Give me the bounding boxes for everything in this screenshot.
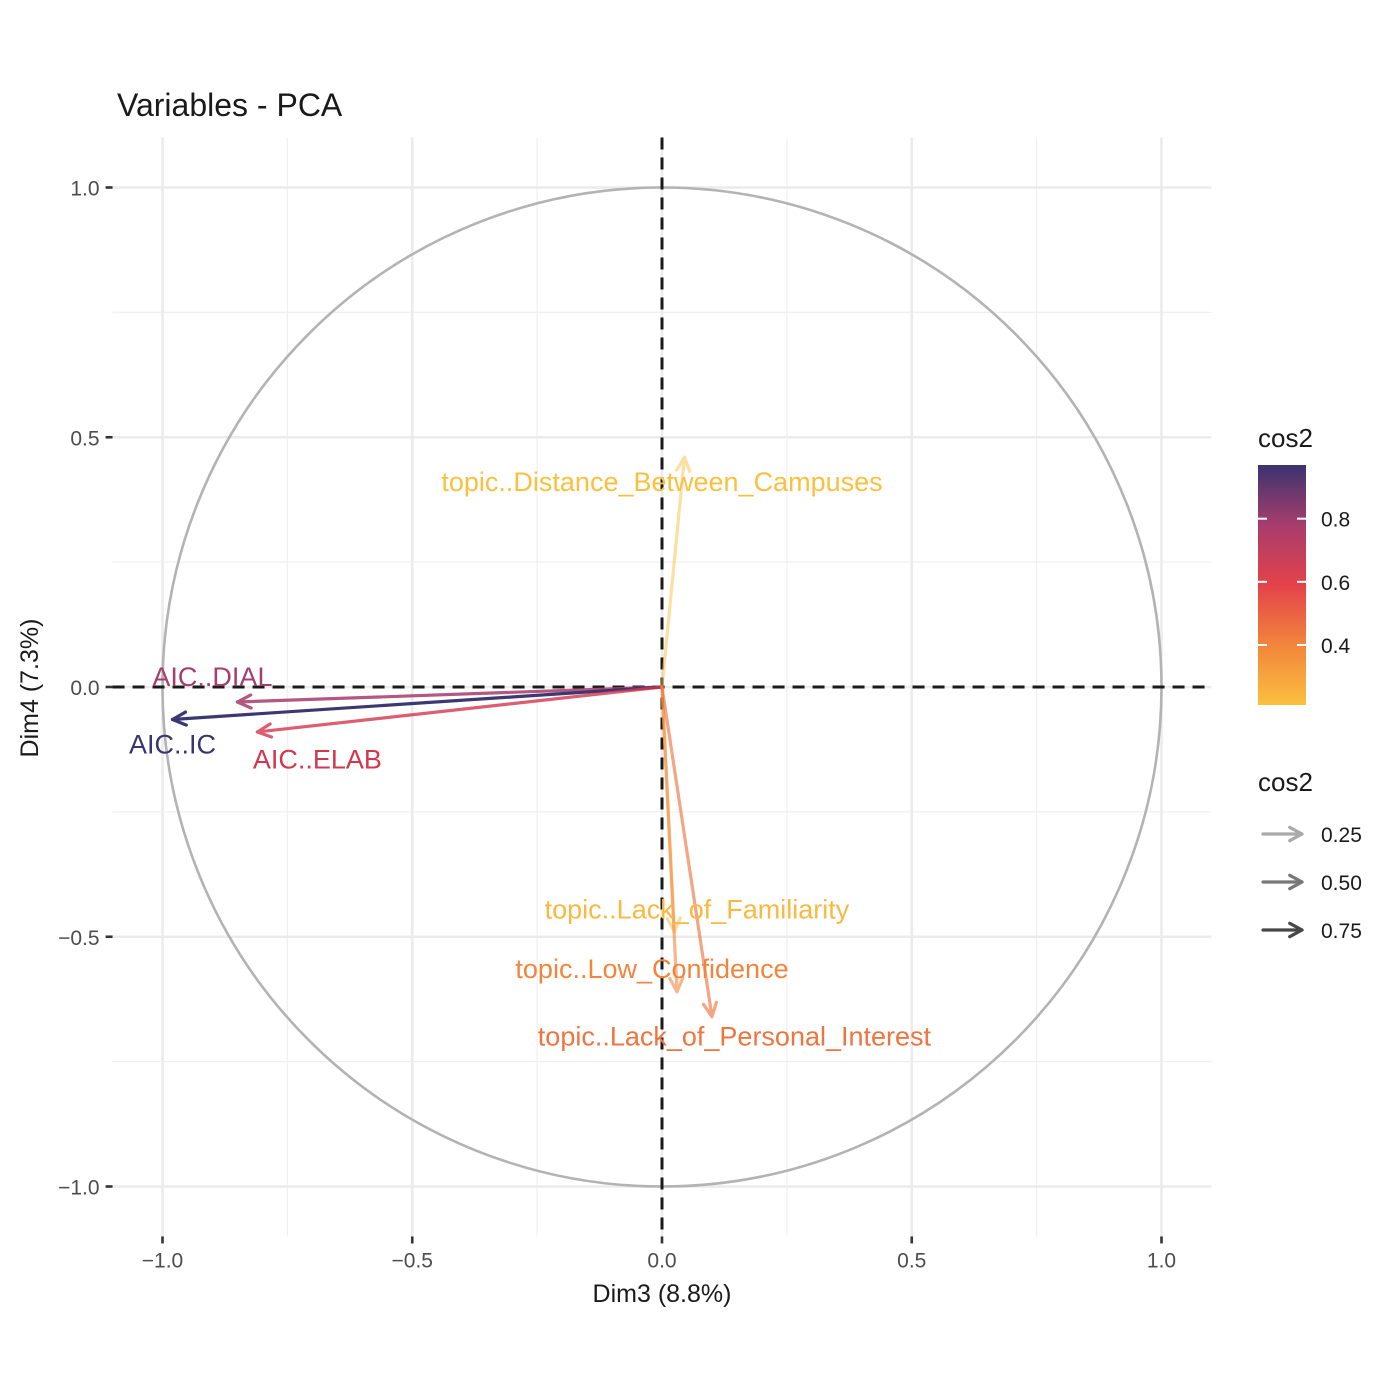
color-legend: cos2 0.8 0.6 0.4	[1258, 423, 1351, 705]
arrow-AIC..DIAL	[235, 685, 664, 710]
arrowhead	[255, 722, 274, 739]
x-tick-label: −1.0	[142, 1249, 183, 1272]
y-axis-title: Dim4 (7.3%)	[16, 619, 44, 758]
alpha-legend-arrowhead	[1288, 921, 1304, 939]
arrow-topic..Distance_Between_Campuses	[660, 455, 692, 689]
variable-label: topic..Lack_of_Familiarity	[545, 894, 850, 924]
alpha-legend-arrowhead	[1288, 825, 1304, 843]
variable-label: AIC..DIAL	[152, 662, 272, 692]
alpha-legend-title: cos2	[1258, 767, 1313, 797]
variable-label: topic..Lack_of_Personal_Interest	[538, 1022, 932, 1052]
arrow-shaft	[235, 685, 664, 704]
color-legend-label: 0.8	[1321, 509, 1350, 532]
x-tick-label: 0.5	[897, 1249, 926, 1272]
arrowhead	[170, 710, 188, 727]
color-legend-label: 0.4	[1321, 635, 1351, 658]
variable-arrows	[170, 455, 718, 1019]
x-tick-label: 1.0	[1147, 1249, 1176, 1272]
color-legend-label: 0.6	[1321, 572, 1350, 595]
arrow-shaft	[660, 685, 679, 994]
y-tick-label: −1.0	[58, 1177, 99, 1200]
arrowhead	[668, 976, 685, 994]
arrow-AIC..ELAB	[255, 685, 664, 739]
y-axis: −1.0 −0.5 0.0 0.5 1.0	[58, 178, 113, 1200]
arrow-topic..Lack_of_Personal_Interest	[660, 685, 718, 1019]
y-tick-label: −0.5	[58, 927, 99, 950]
variable-label: AIC..ELAB	[253, 744, 382, 774]
x-tick-label: 0.0	[647, 1249, 676, 1272]
y-tick-label: 1.0	[70, 178, 99, 201]
arrow-shaft	[255, 685, 664, 734]
variable-label: topic..Low_Confidence	[515, 954, 788, 984]
alpha-legend-label: 0.25	[1321, 824, 1362, 847]
alpha-legend-label: 0.50	[1321, 872, 1362, 895]
arrowhead	[701, 1000, 718, 1019]
variable-label: AIC..IC	[129, 729, 216, 759]
y-tick-label: 0.5	[70, 427, 99, 450]
arrowhead	[675, 455, 692, 473]
alpha-legend-arrowhead	[1288, 873, 1304, 891]
arrow-shaft	[660, 455, 687, 689]
arrow-shaft	[170, 685, 664, 722]
variable-label: topic..Distance_Between_Campuses	[441, 467, 882, 497]
color-bar	[1258, 465, 1306, 705]
variable-labels: AIC..DIAL AIC..IC AIC..ELAB topic..Distance…	[129, 467, 932, 1051]
chart-title: Variables - PCA	[117, 87, 343, 123]
arrow-shaft	[660, 685, 714, 1019]
arrowhead	[235, 693, 253, 710]
color-legend-title: cos2	[1258, 423, 1313, 453]
x-axis: −1.0 −0.5 0.0 0.5 1.0	[142, 1236, 1176, 1272]
alpha-legend: cos2 0.25 0.50 0.75	[1258, 767, 1362, 943]
y-tick-label: 0.0	[70, 677, 99, 700]
arrow-AIC..IC	[170, 685, 664, 727]
alpha-legend-label: 0.75	[1321, 920, 1362, 943]
x-axis-title: Dim3 (8.8%)	[593, 1280, 732, 1308]
x-tick-label: −0.5	[392, 1249, 433, 1272]
arrow-topic..Low_Confidence	[660, 685, 685, 994]
